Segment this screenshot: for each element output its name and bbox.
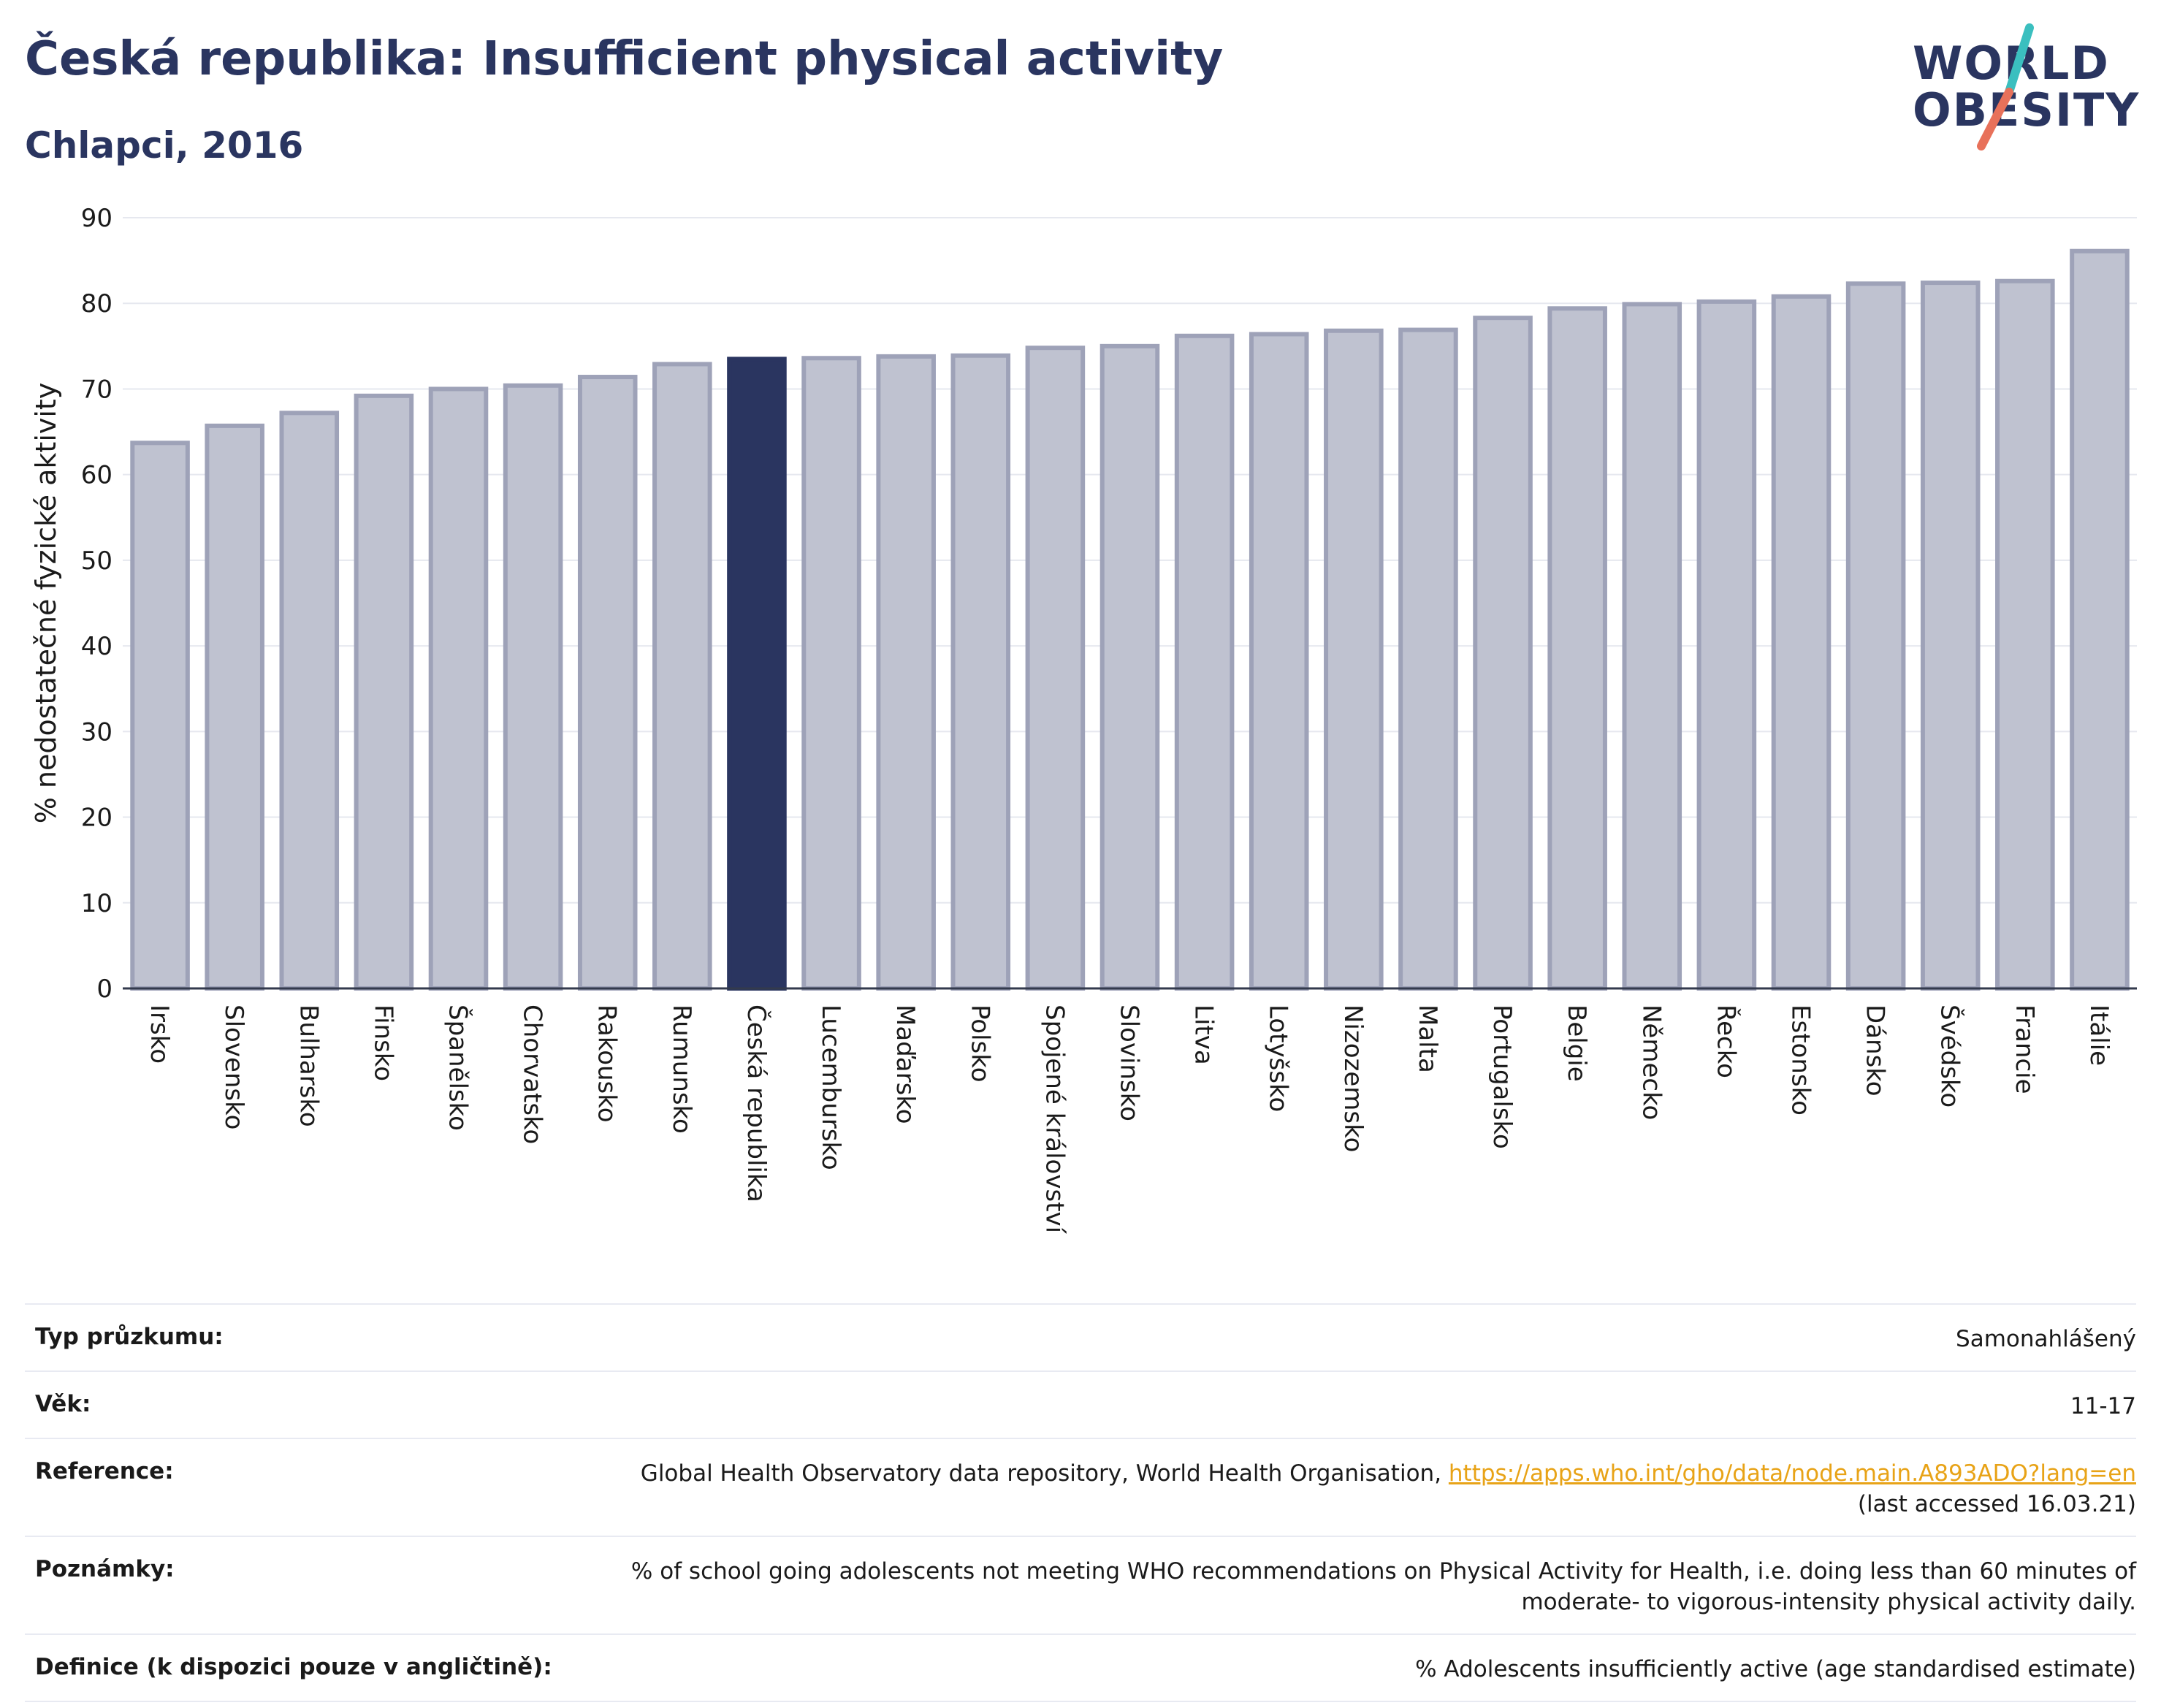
x-tick-label: Německo — [1636, 1004, 1666, 1120]
x-tick-label: Spojené království — [1040, 1004, 1069, 1235]
bar — [503, 383, 563, 991]
bar — [1174, 333, 1235, 991]
notes-text-2: moderate- to vigorous-intensity physical… — [1521, 1589, 2136, 1615]
x-tick-label: Maďarsko — [891, 1004, 920, 1124]
info-value: % of school going adolescents not meetin… — [631, 1556, 2136, 1617]
x-tick-label: Bulharsko — [294, 1004, 323, 1127]
bar — [727, 357, 787, 991]
world-obesity-logo: WORLD OBESITY — [1899, 22, 2148, 153]
info-row-survey-type: Typ průzkumu: Samonahlášený — [25, 1303, 2136, 1370]
x-tick-label: Polsko — [965, 1004, 994, 1083]
bar-chart: 0 10 20 30 40 50 60 70 80 90 % nedostatečné fyzick… — [30, 204, 2137, 1235]
y-tick-label: 30 — [81, 717, 113, 747]
info-value: 11-17 — [2070, 1393, 2136, 1419]
logo-slash-icon — [1977, 23, 2034, 150]
info-label: Poznámky: — [35, 1556, 175, 1582]
x-tick-label: Lotyšsko — [1264, 1004, 1293, 1112]
x-tick-label: Chorvatsko — [518, 1004, 547, 1144]
bar — [428, 386, 489, 991]
bar — [1324, 328, 1384, 991]
x-tick-label: Malta — [1413, 1004, 1442, 1073]
info-label: Věk: — [35, 1391, 91, 1417]
x-tick-label: Slovinsko — [1115, 1004, 1144, 1121]
bar — [1547, 306, 1607, 991]
reference-link[interactable]: https://apps.who.int/gho/data/node.main.… — [1448, 1460, 2136, 1487]
info-value: Samonahlášený — [1956, 1326, 2136, 1352]
bar — [1473, 316, 1533, 991]
info-row-definition: Definice (k dispozici pouze v angličtině… — [25, 1633, 2136, 1702]
info-value: % Adolescents insufficiently active (age… — [1415, 1656, 2136, 1682]
x-tick-label: Finsko — [368, 1004, 397, 1081]
logo-line-2: OBESITY — [1913, 83, 2141, 137]
bar — [205, 423, 264, 991]
info-value: Global Health Observatory data repositor… — [641, 1458, 2136, 1520]
info-label: Typ průzkumu: — [35, 1324, 224, 1350]
y-axis-title: % nedostatečné fyzické aktivity — [30, 383, 62, 824]
x-tick-label: Francie — [2010, 1004, 2039, 1094]
bar — [1771, 294, 1832, 991]
bar — [2070, 248, 2130, 991]
y-tick-label: 10 — [81, 889, 113, 918]
bar — [577, 375, 638, 991]
info-label: Definice (k dispozici pouze v angličtině… — [35, 1654, 552, 1680]
y-tick-label: 80 — [81, 289, 113, 319]
x-tick-label: Nizozemsko — [1338, 1004, 1368, 1152]
bar — [1920, 281, 1981, 991]
info-table: Typ průzkumu: Samonahlášený Věk: 11-17 R… — [25, 1303, 2136, 1702]
x-tick-label: Řecko — [1711, 1004, 1741, 1078]
x-tick-label: Litva — [1189, 1004, 1219, 1065]
bar — [1099, 343, 1160, 991]
bar — [1845, 281, 1906, 991]
reference-accessed: (last accessed 16.03.21) — [1857, 1491, 2136, 1517]
page-subtitle: Chlapci, 2016 — [25, 124, 304, 167]
bar — [801, 356, 861, 991]
x-tick-label: Rumunsko — [667, 1004, 696, 1134]
bar — [652, 362, 712, 991]
info-row-notes: Poznámky: % of school going adolescents … — [25, 1536, 2136, 1633]
x-tick-label: Portugalsko — [1487, 1004, 1517, 1149]
x-tick-label: Irsko — [145, 1004, 174, 1064]
bar — [354, 393, 414, 991]
bar — [1995, 278, 2055, 991]
info-row-age: Věk: 11-17 — [25, 1370, 2136, 1438]
x-tick-label: Česká republika — [742, 1004, 771, 1202]
x-tick-label: Slovensko — [219, 1004, 248, 1129]
x-tick-label: Španělsko — [443, 1004, 473, 1131]
page-title: Česká republika: Insufficient physical a… — [25, 32, 1224, 86]
y-tick-label: 70 — [81, 375, 113, 404]
bar — [950, 353, 1011, 991]
y-tick-label: 40 — [81, 632, 113, 661]
reference-text: Global Health Observatory data repositor… — [640, 1460, 1449, 1487]
info-label: Reference: — [35, 1458, 174, 1484]
bar — [1398, 327, 1458, 991]
bar — [130, 441, 190, 991]
bar — [1249, 332, 1309, 991]
y-tick-label: 50 — [81, 546, 113, 576]
x-tick-label: Itálie — [2084, 1004, 2114, 1066]
info-row-reference: Reference: Global Health Observatory dat… — [25, 1438, 2136, 1536]
y-tick-label: 20 — [81, 804, 113, 833]
y-tick-label: 90 — [81, 204, 113, 233]
x-tick-label: Estonsko — [1786, 1004, 1815, 1116]
bar — [1696, 299, 1757, 991]
bar — [279, 411, 340, 991]
y-tick-label: 0 — [96, 975, 113, 1004]
x-tick-label: Dánsko — [1861, 1004, 1890, 1097]
notes-text-1: % of school going adolescents not meetin… — [630, 1558, 2136, 1585]
x-tick-label: Švédsko — [1935, 1004, 1965, 1107]
bar — [1025, 346, 1086, 991]
x-tick-label: Belgie — [1562, 1004, 1591, 1082]
y-tick-label: 60 — [81, 461, 113, 490]
bar — [1622, 302, 1682, 991]
x-tick-label: Lucembursko — [816, 1004, 845, 1170]
bar — [876, 354, 936, 991]
x-tick-label: Rakousko — [592, 1004, 622, 1123]
